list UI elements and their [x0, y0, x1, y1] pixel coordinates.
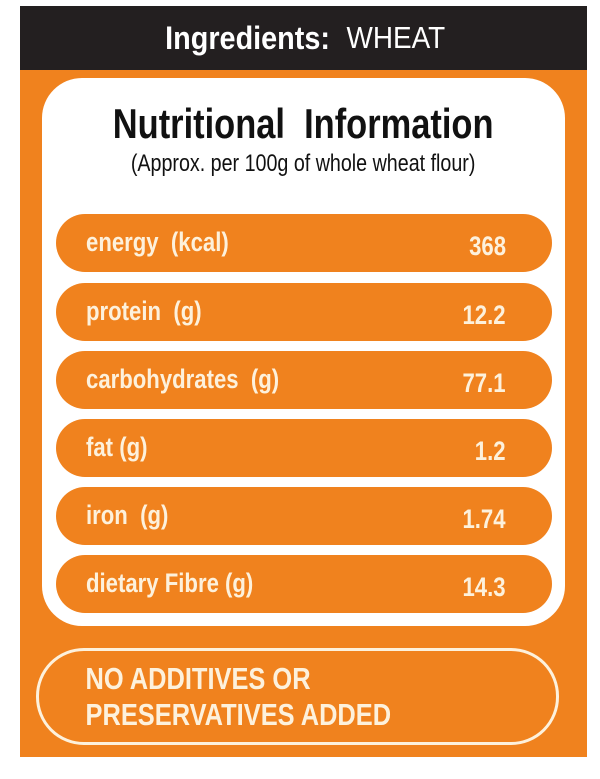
nutrient-row-protein: protein (g) 12.2 [56, 283, 552, 341]
nutrition-title: Nutritional Information [113, 100, 494, 147]
nutrition-card: Nutritional Information (Approx. per 100… [42, 78, 565, 626]
nutrient-row-fibre: dietary Fibre (g) 14.3 [56, 555, 552, 613]
nutrient-row-fat: fat (g) 1.2 [56, 419, 552, 477]
nutrient-row-carbohydrates: carbohydrates (g) 77.1 [56, 351, 552, 409]
ingredients-label: Ingredients: [165, 19, 331, 56]
nutrition-subtitle: (Approx. per 100g of whole wheat flour) [131, 150, 476, 177]
no-additives-badge: NO ADDITIVES OR PRESERVATIVES ADDED [36, 648, 559, 745]
ingredients-value: WHEAT [346, 20, 446, 55]
ingredients-header: Ingredients: WHEAT [20, 6, 587, 70]
nutrient-row-energy: energy (kcal) 368 [56, 214, 552, 272]
nutrition-label: Ingredients: WHEAT Nutritional Informati… [20, 6, 587, 757]
nutrient-row-iron: iron (g) 1.74 [56, 487, 552, 545]
